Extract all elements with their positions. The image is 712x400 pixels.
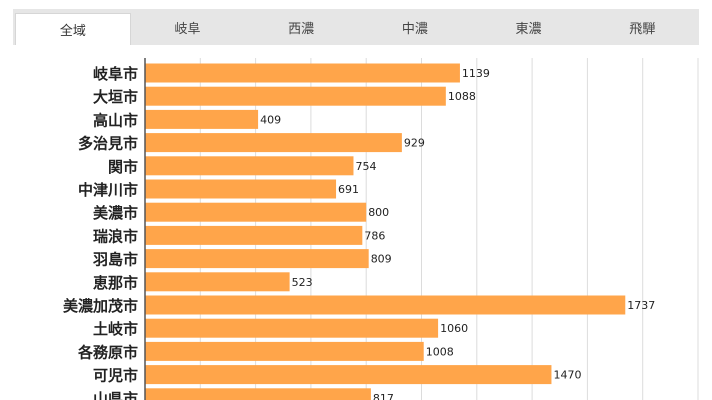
value-label: 809 xyxy=(371,253,392,266)
value-label: 1737 xyxy=(627,299,655,312)
tab-label: 中濃 xyxy=(401,21,428,37)
value-label: 691 xyxy=(338,183,359,196)
category-label: 羽島市 xyxy=(93,251,138,269)
value-label: 1139 xyxy=(462,67,490,80)
bar xyxy=(145,388,371,400)
bar-chart: 岐阜市 1139 大垣市 1088 高山市 409 多治見市 929 関市 754 中津川市 691 美… xyxy=(63,58,699,400)
region-tab-bar: 全域 岐阜 西濃 中濃 東濃 飛騨 xyxy=(13,9,699,45)
value-label: 1008 xyxy=(426,345,454,358)
bar xyxy=(145,295,626,315)
bar xyxy=(145,272,290,292)
tab-seino[interactable]: 西濃 xyxy=(244,9,358,45)
bar xyxy=(145,365,552,385)
tab-tono[interactable]: 東濃 xyxy=(472,9,586,45)
bar xyxy=(145,86,446,106)
bar xyxy=(145,133,402,153)
tab-label: 飛騨 xyxy=(629,21,656,37)
bar xyxy=(145,156,354,176)
bar xyxy=(145,109,259,129)
tab-all-region[interactable]: 全域 xyxy=(15,13,131,45)
value-label: 1470 xyxy=(553,369,581,382)
category-label: 多治見市 xyxy=(78,135,138,153)
tab-label: 全域 xyxy=(59,24,86,39)
value-label: 817 xyxy=(373,392,394,400)
value-label: 523 xyxy=(292,276,313,289)
bar xyxy=(145,318,439,338)
tab-label: 西濃 xyxy=(288,21,315,37)
value-label: 1088 xyxy=(448,90,476,103)
value-label: 929 xyxy=(404,137,425,150)
bar xyxy=(145,225,363,245)
category-label: 土岐市 xyxy=(93,320,138,338)
category-label: 瑞浪市 xyxy=(93,227,138,245)
category-label: 大垣市 xyxy=(93,88,138,106)
category-label: 岐阜市 xyxy=(93,65,138,83)
value-label: 409 xyxy=(260,113,281,126)
tab-label: 東濃 xyxy=(515,21,542,37)
category-label: 可児市 xyxy=(93,367,138,385)
tab-chuno[interactable]: 中濃 xyxy=(358,9,472,45)
tab-label: 岐阜 xyxy=(174,21,201,37)
category-label: 山県市 xyxy=(93,390,138,400)
value-label: 754 xyxy=(355,160,376,173)
bar xyxy=(145,202,367,222)
category-label: 各務原市 xyxy=(77,343,138,361)
tab-gifu[interactable]: 岐阜 xyxy=(131,9,245,45)
category-label: 美濃市 xyxy=(93,204,138,222)
bar xyxy=(145,341,424,361)
tab-hida[interactable]: 飛騨 xyxy=(585,9,699,45)
category-label: 中津川市 xyxy=(78,181,138,199)
category-label: 恵那市 xyxy=(93,274,138,292)
value-label: 1060 xyxy=(440,322,468,335)
value-label: 800 xyxy=(368,206,389,219)
category-label: 関市 xyxy=(108,158,138,176)
category-label: 美濃加茂市 xyxy=(63,297,138,315)
bar xyxy=(145,249,369,269)
bar xyxy=(145,63,460,83)
value-label: 786 xyxy=(364,229,385,242)
category-label: 高山市 xyxy=(93,111,138,129)
bar xyxy=(145,179,337,199)
